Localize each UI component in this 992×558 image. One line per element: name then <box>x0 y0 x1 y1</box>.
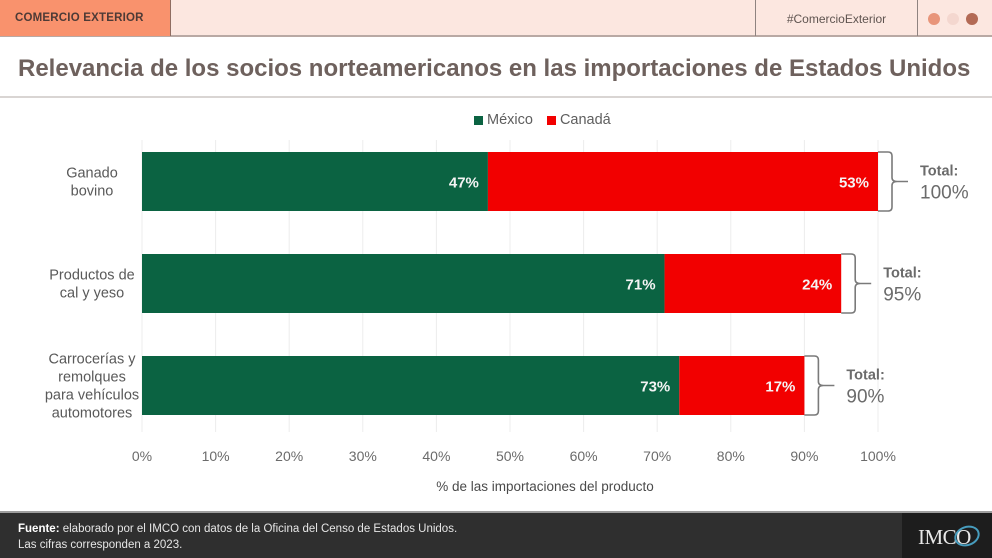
hashtag-box: #ComercioExterior <box>755 0 918 36</box>
x-tick-label: 60% <box>570 448 598 464</box>
total-caption: Total: <box>883 266 921 282</box>
data-label-canada: 53% <box>839 175 869 192</box>
decorative-dots <box>928 13 978 25</box>
total-value: 100% <box>920 183 969 204</box>
x-tick-label: 40% <box>422 448 450 464</box>
x-tick-label: 70% <box>643 448 671 464</box>
bar-chart: 0% 10% 20% 30% 40% 50% 60% 70% 80% 90% 100% % de la… <box>45 140 969 494</box>
section-tag-label: COMERCIO EXTERIOR <box>15 12 144 24</box>
x-axis-label: % de las importaciones del producto <box>436 479 654 494</box>
top-bar: COMERCIO EXTERIOR #ComercioExterior <box>0 0 992 37</box>
total-caption: Total: <box>920 164 958 180</box>
bar-canada <box>679 356 805 415</box>
category-label: remolques <box>58 370 126 386</box>
legend-item-canada: Canadá <box>546 112 611 128</box>
category-label: Ganado <box>66 166 118 182</box>
footer: Fuente: elaborado por el IMCO con datos … <box>0 511 992 558</box>
category-label: para vehículos <box>45 388 139 404</box>
source-label: Fuente: <box>18 523 60 535</box>
data-label-mexico: 71% <box>626 277 656 294</box>
legend-item-mexico: México <box>474 112 533 128</box>
total-caption: Total: <box>846 368 884 384</box>
chart-legend: México Canadá <box>474 112 625 128</box>
x-tick-label: 10% <box>202 448 230 464</box>
total-bracket-icon <box>841 253 872 314</box>
bar-canada <box>487 152 878 211</box>
source-text: elaborado por el IMCO con datos de la Of… <box>59 523 458 535</box>
year-note: Las cifras corresponden a 2023. <box>18 539 183 551</box>
data-label-mexico: 47% <box>449 175 479 192</box>
legend-swatch-mexico <box>474 115 483 125</box>
hashtag-label: #ComercioExterior <box>786 12 887 26</box>
x-tick-label: 80% <box>717 448 745 464</box>
total-value: 90% <box>846 387 884 408</box>
legend-label-canada: Canadá <box>559 112 611 128</box>
category-label: Productos de <box>49 268 134 284</box>
imco-logo: IMCO <box>902 513 992 558</box>
dot-icon <box>966 13 978 25</box>
x-tick-label: 30% <box>349 448 377 464</box>
source-note: Fuente: elaborado por el IMCO con datos … <box>18 521 457 553</box>
x-tick-label: 20% <box>275 448 303 464</box>
dot-icon <box>928 13 940 25</box>
dot-icon <box>947 13 959 25</box>
title-divider <box>0 96 992 98</box>
total-bracket-icon <box>804 355 835 416</box>
data-label-canada: 17% <box>765 379 795 396</box>
total-bracket-icon <box>878 151 908 212</box>
logo-text: IMCO <box>918 525 971 549</box>
bar-mexico <box>142 356 680 415</box>
legend-label-mexico: México <box>487 112 533 128</box>
category-label: Carrocerías y <box>48 352 136 368</box>
x-tick-label: 50% <box>496 448 524 464</box>
section-tag: COMERCIO EXTERIOR <box>0 0 171 36</box>
category-label: cal y yeso <box>60 286 124 302</box>
bar-mexico <box>142 152 488 211</box>
chart-title: Relevancia de los socios norteamericanos… <box>18 55 971 82</box>
x-tick-label: 90% <box>790 448 818 464</box>
category-label: automotores <box>52 406 133 422</box>
legend-swatch-canada <box>546 115 556 125</box>
x-tick-label: 100% <box>860 448 896 464</box>
bar-canada <box>664 254 842 313</box>
total-value: 95% <box>883 285 921 306</box>
category-label: bovino <box>71 184 114 200</box>
data-label-mexico: 73% <box>640 379 670 396</box>
bar-mexico <box>142 254 665 313</box>
x-tick-label: 0% <box>132 448 152 464</box>
data-label-canada: 24% <box>802 277 832 294</box>
